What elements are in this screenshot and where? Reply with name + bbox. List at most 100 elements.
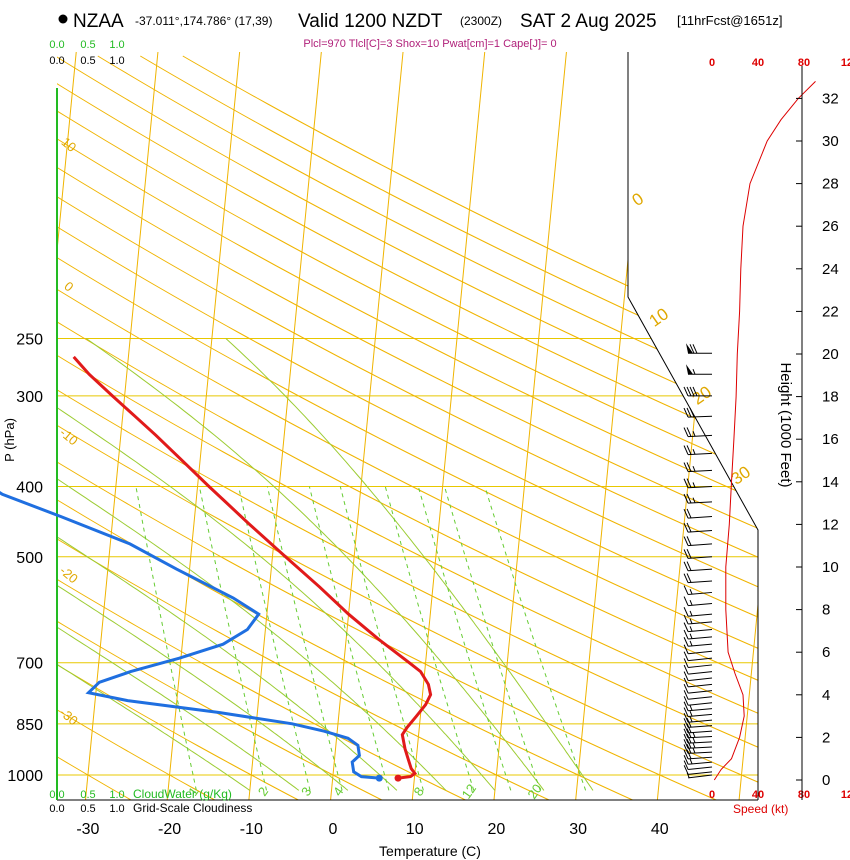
wind-barb-full — [683, 585, 689, 595]
temperature-tick-10: 10 — [406, 821, 424, 838]
wind-barb-full — [683, 701, 689, 711]
wind-barb-30 — [683, 573, 713, 584]
height-tick-32: 32 — [822, 90, 839, 107]
mixing-ratio-1 — [135, 486, 197, 791]
wind-barb-42 — [683, 386, 712, 397]
pressure-axis-label: P (hPa) — [2, 418, 17, 462]
wind-barb-21 — [683, 651, 713, 662]
wind-barb-flag — [686, 364, 693, 375]
dry-adiabat-0 — [57, 55, 383, 800]
dewpoint-line — [0, 490, 380, 780]
mixing-ratio-8 — [339, 486, 424, 791]
wind-barb-2 — [683, 760, 713, 771]
temperature-tick-40: 40 — [651, 821, 669, 838]
wind-barb-half — [692, 369, 696, 375]
wind-barb-full — [686, 445, 692, 455]
mixing-ratio-label-5: 12 — [459, 781, 480, 801]
height-tick-26: 26 — [822, 218, 839, 235]
wind-barb-full — [683, 445, 689, 455]
mixing-ratio-label-1: 2 — [255, 784, 271, 799]
wind-barb-7 — [683, 733, 713, 744]
wind-barb-22 — [683, 644, 713, 655]
wind-barb-full — [686, 573, 692, 583]
wind-barb-24 — [683, 629, 713, 640]
wind-barb-39 — [683, 445, 713, 456]
dry-adiabat-10 — [57, 55, 466, 800]
wind-barb-16 — [683, 683, 713, 694]
wind-barb-staff — [688, 650, 713, 655]
wind-barb-staff — [688, 683, 713, 688]
plot-right-edge — [627, 52, 759, 800]
dry-adiabat-label-0: 10 — [59, 134, 80, 155]
valid-time: Valid 1200 NZDT — [298, 11, 443, 32]
cloud-scales: 0.0 0.5 1.0 0.0 0.5 1.0 0.0 0.5 1.0 0.0 0.5 1.0 — [49, 39, 124, 815]
wind-barb-full — [692, 386, 698, 397]
wind-barb-full — [686, 407, 692, 418]
wind-barb-half — [692, 742, 696, 749]
temperature-tick--30: -30 — [76, 821, 99, 838]
wind-barb-full — [683, 739, 689, 749]
cloudwater-label: CloudWater (g/Kg) — [133, 787, 232, 801]
wind-barb-full — [683, 614, 689, 625]
wind-barb-full — [686, 386, 692, 397]
wind-barb-full — [683, 622, 689, 632]
speed-label: Speed (kt) — [733, 802, 788, 816]
wind-barb-half — [689, 626, 693, 632]
top-cloudiness-tick-0: 0.0 — [49, 55, 64, 67]
dry-adiabat-180 — [97, 55, 758, 800]
dry-adiabat-60 — [57, 55, 758, 800]
wind-barb-staff — [688, 746, 713, 749]
wind-barb-flag — [686, 343, 693, 354]
wind-barb-half — [689, 716, 693, 723]
wind-barb-full — [683, 712, 689, 723]
dry-adiabat-90 — [57, 55, 758, 800]
wind-barb-full — [683, 596, 689, 606]
wind-barb-half — [689, 640, 693, 647]
wind-barb-35 — [683, 508, 713, 519]
mixing-ratio-28 — [484, 486, 587, 791]
wind-barb-37 — [683, 478, 713, 489]
wind-barb-staff — [688, 690, 713, 694]
wind-barb-full — [683, 407, 689, 418]
wind-barb-19 — [683, 664, 713, 675]
wind-barb-43 — [686, 364, 712, 375]
isotherm-20 — [493, 52, 567, 800]
temperature-tick--10: -10 — [240, 821, 263, 838]
wind-barb-staff — [688, 543, 713, 547]
wind-barb-41 — [683, 407, 713, 418]
mixing-ratio-4 — [266, 486, 343, 791]
wind-barb-staff — [688, 696, 713, 700]
wind-barb-3 — [683, 755, 713, 765]
bottom-cloudiness-tick-0: 0.0 — [49, 803, 64, 815]
height-tick-28: 28 — [822, 176, 839, 193]
dry-adiabat-30 — [57, 55, 633, 800]
surface-dewpoint-point — [375, 774, 383, 782]
wind-barb-full — [683, 386, 689, 397]
dry-adiabat-120 — [57, 55, 758, 800]
temperature-tick--20: -20 — [158, 821, 181, 838]
wind-barb-staff — [688, 736, 713, 739]
mixing-ratio-2 — [198, 486, 267, 791]
wind-barb-full — [683, 549, 689, 559]
speed-tick-bottom-0: 0 — [709, 789, 715, 801]
pressure-tick-300: 300 — [16, 389, 43, 406]
dry-adiabat-40 — [57, 55, 717, 800]
wind-barb-staff — [688, 671, 713, 675]
dry-adiabat--20 — [57, 55, 215, 800]
wind-barb-27 — [683, 607, 713, 617]
height-tick-20: 20 — [822, 346, 839, 363]
dry-adiabat-110 — [57, 55, 758, 800]
isotherm-30 — [575, 52, 649, 800]
wind-barb-full — [683, 683, 689, 694]
wind-barb-full — [683, 733, 689, 744]
wind-barb-9 — [683, 723, 713, 734]
wind-barb-staff — [688, 766, 713, 771]
wind-barb-29 — [683, 585, 713, 596]
top-cloudiness-tick-2: 1.0 — [109, 55, 124, 67]
wind-barb-staff — [688, 469, 713, 473]
pressure-tick-250: 250 — [16, 332, 43, 349]
dry-adiabat-140 — [57, 55, 758, 800]
wind-barb-full — [683, 573, 689, 583]
wind-barb-38 — [683, 462, 713, 473]
